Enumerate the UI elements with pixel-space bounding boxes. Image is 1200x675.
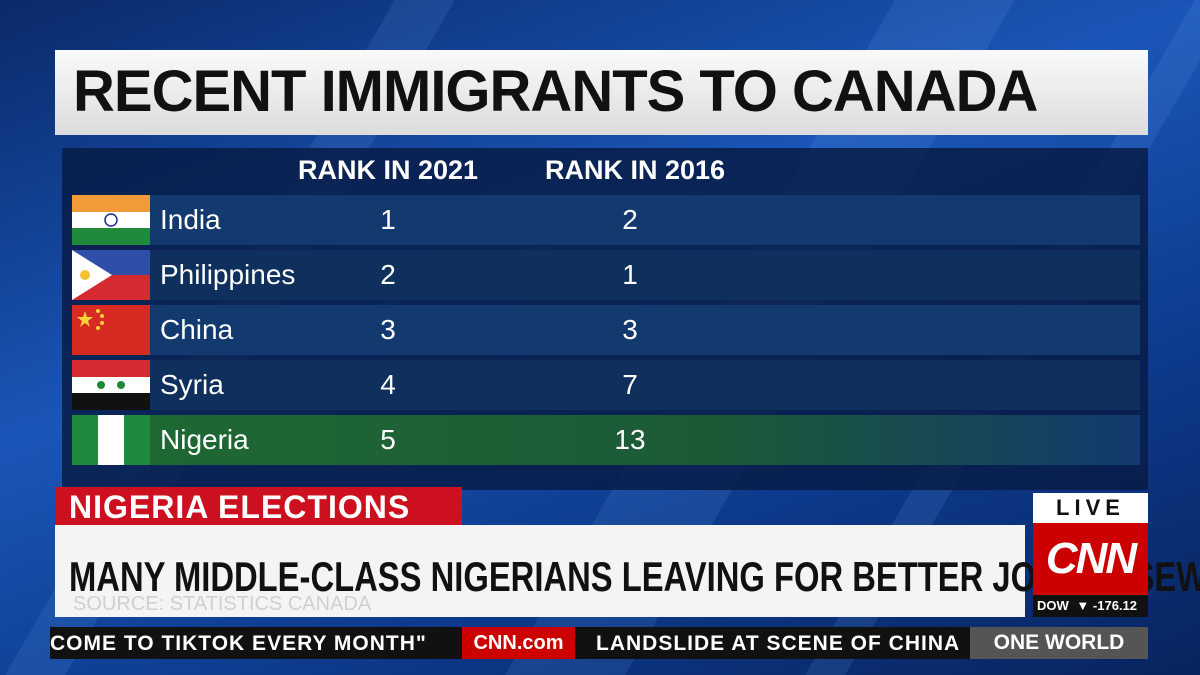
rank-2016: 7 xyxy=(622,369,638,400)
logo-box: CNN xyxy=(1033,523,1148,595)
headline: MANY MIDDLE-CLASS NIGERIANS LEAVING FOR … xyxy=(69,553,1200,600)
country: Syria xyxy=(160,369,224,400)
flag-philippines xyxy=(72,250,150,300)
rank-2016: 2 xyxy=(622,204,638,235)
ticker-site: CNN.com xyxy=(462,627,575,659)
rank-2016: 13 xyxy=(614,424,646,455)
column-header: RANK IN 2016 xyxy=(544,155,726,185)
program-name: ONE WORLD xyxy=(970,627,1148,659)
ticker-text: COME TO TIKTOK EVERY MONTH" xyxy=(50,632,427,655)
dow-arrow: ▼ xyxy=(1076,598,1090,613)
table-row: India 1 2 xyxy=(72,195,1140,245)
dow-label: DOW xyxy=(1037,598,1069,613)
flag-syria xyxy=(72,360,150,410)
rank-2016: 3 xyxy=(622,314,638,345)
country: Philippines xyxy=(160,259,296,290)
live: LIVE xyxy=(1056,495,1125,520)
logo: CNN xyxy=(1045,534,1137,583)
column-header: RANK IN 2021 xyxy=(297,155,479,185)
table-row: Nigeria 5 13 xyxy=(72,415,1140,465)
rank-2021: 5 xyxy=(380,424,396,455)
title-bar: RECENT IMMIGRANTS TO CANADA xyxy=(55,50,1148,135)
title: RECENT IMMIGRANTS TO CANADA xyxy=(73,59,1038,124)
ticker: COME TO TIKTOK EVERY MONTH" CNN.com LAND… xyxy=(50,627,1148,659)
country: India xyxy=(160,204,221,235)
rank-2021: 2 xyxy=(380,259,396,290)
rank-2021: 3 xyxy=(380,314,396,345)
country: Nigeria xyxy=(160,424,249,455)
table-row: Philippines 2 1 xyxy=(72,250,1140,300)
table-row: China 3 3 xyxy=(72,305,1140,355)
flag-india xyxy=(72,195,150,245)
rank-2016: 1 xyxy=(622,259,638,290)
flag-nigeria xyxy=(72,415,150,465)
rank-2021: 1 xyxy=(380,204,396,235)
table-row: Syria 4 7 xyxy=(72,360,1140,410)
headline-bar: MANY MIDDLE-CLASS NIGERIANS LEAVING FOR … xyxy=(55,525,1200,617)
rank-2021: 4 xyxy=(380,369,396,400)
dow-value: -176.12 xyxy=(1092,598,1137,613)
ticker-text: LANDSLIDE AT SCENE OF CHINA xyxy=(596,632,961,655)
country: China xyxy=(160,314,234,345)
banner-label: NIGERIA ELECTIONS xyxy=(69,489,411,525)
source: SOURCE: STATISTICS CANADA xyxy=(73,593,372,615)
label-banner: NIGERIA ELECTIONS xyxy=(55,487,462,525)
dow-box: DOW ▼ -176.12 xyxy=(1033,595,1148,617)
live-box: LIVE xyxy=(1033,493,1148,523)
flag-china xyxy=(72,305,150,355)
